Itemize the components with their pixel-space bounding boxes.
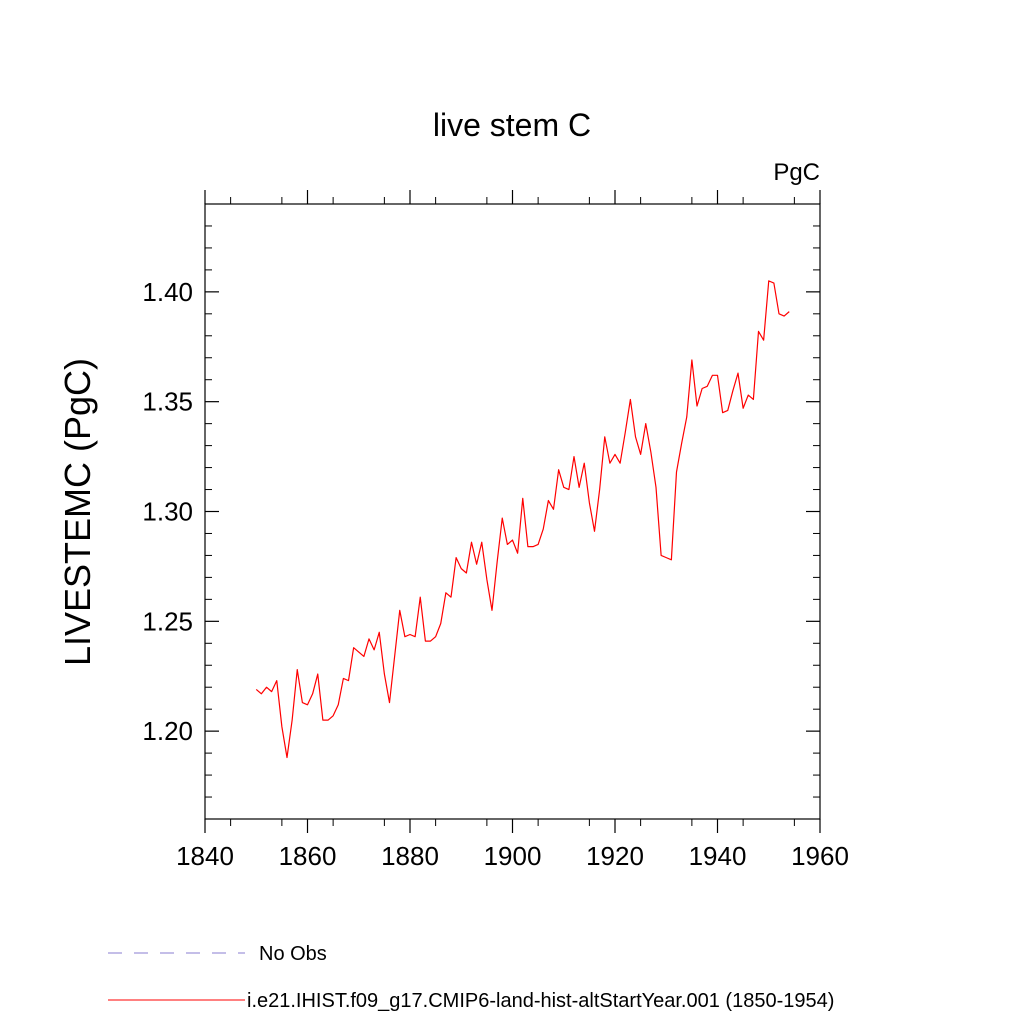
series-layer: [255, 280, 790, 759]
units-label: PgC: [773, 159, 820, 186]
series-line-0: [255, 280, 790, 759]
legend-label-no-obs: No Obs: [259, 943, 327, 965]
y-tick-label: 1.20: [142, 716, 193, 746]
legend-label-model-run: i.e21.IHIST.f09_g17.CMIP6-land-hist-altS…: [247, 990, 834, 1012]
x-tick-label: 1860: [279, 841, 337, 871]
tick-labels: 1840 1860 1880 1900 1920 1940 1960 1.20 1.25 1.30…: [142, 277, 849, 871]
axis-ticks: [204, 190, 821, 833]
chart-title: live stem C: [433, 107, 591, 143]
legend: No Obs i.e21.IHIST.f09_g17.CMIP6-land-hi…: [108, 943, 834, 1012]
x-tick-label: 1900: [484, 841, 542, 871]
y-axis-label: LIVESTEMC (PgC): [57, 358, 98, 666]
y-tick-label: 1.35: [142, 387, 193, 417]
x-tick-label: 1960: [791, 841, 849, 871]
x-tick-label: 1940: [689, 841, 747, 871]
plot-frame: [204, 203, 821, 820]
y-tick-label: 1.30: [142, 497, 193, 527]
y-tick-label: 1.40: [142, 277, 193, 307]
x-tick-label: 1840: [176, 841, 234, 871]
x-tick-label: 1880: [381, 841, 439, 871]
x-tick-label: 1920: [586, 841, 644, 871]
y-tick-label: 1.25: [142, 606, 193, 636]
